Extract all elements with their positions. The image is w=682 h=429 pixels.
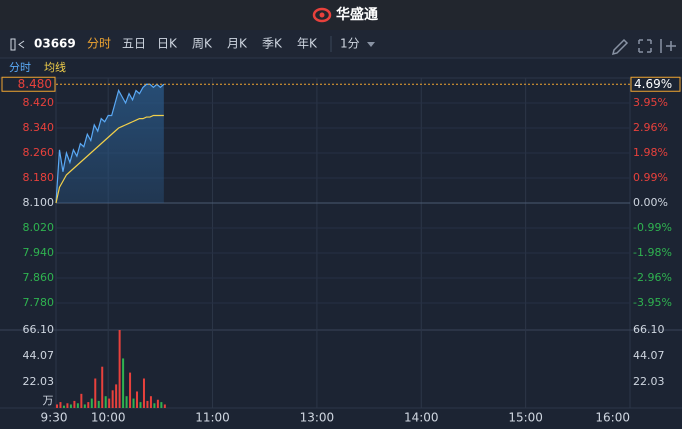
- y2-tick-label: 22.03: [633, 375, 665, 388]
- y2-tick-label: -1.98%: [633, 246, 672, 259]
- volume-bar: [104, 396, 107, 408]
- volume-bar: [97, 400, 100, 408]
- y-tick-label: 8.100: [23, 196, 55, 209]
- volume-bar: [69, 404, 72, 408]
- tab[interactable]: 周K: [192, 37, 213, 51]
- collapse-icon[interactable]: [10, 38, 25, 51]
- volume-bar: [83, 404, 86, 408]
- x-tick-label: 9:30: [41, 411, 68, 425]
- y2-tick-label: -2.96%: [633, 271, 672, 284]
- volume-bar: [163, 404, 166, 408]
- last-price-box: [1, 76, 56, 92]
- x-tick-label: 11:00: [195, 411, 230, 425]
- y-tick-label: 8.260: [23, 146, 55, 159]
- volume-bar: [111, 390, 114, 408]
- y2-tick-label: 0.00%: [633, 196, 668, 209]
- tab[interactable]: 月K: [227, 37, 248, 51]
- y2-tick-label: 1.98%: [633, 146, 668, 159]
- y-tick-label: 44.07: [23, 349, 55, 362]
- fullscreen-icon[interactable]: [638, 39, 652, 53]
- volume-bar: [66, 403, 69, 408]
- tab[interactable]: 分时: [87, 37, 111, 51]
- volume-bar: [56, 404, 58, 408]
- y2-tick-label: -3.95%: [633, 296, 672, 309]
- y2-tick-label: 2.96%: [633, 121, 668, 134]
- volume-bar: [94, 378, 97, 408]
- stock-code: 03669: [34, 37, 76, 51]
- y2-tick-label: 0.99%: [633, 171, 668, 184]
- volume-bar: [90, 398, 93, 408]
- volume-bar: [101, 366, 104, 408]
- x-tick-label: 10:00: [91, 411, 126, 425]
- y-tick-label: 66.10: [23, 323, 55, 336]
- unit-label: 万: [43, 394, 54, 407]
- last-change-box: [630, 76, 681, 92]
- y-tick-label: 8.180: [23, 171, 55, 184]
- volume-bar: [73, 400, 76, 408]
- series-line: [55, 83, 165, 204]
- volume-bar: [59, 402, 62, 408]
- volume-bar: [146, 400, 149, 408]
- legend-item[interactable]: 分时: [9, 61, 31, 74]
- volume-bar: [136, 391, 139, 408]
- legend-item[interactable]: 均线: [44, 60, 66, 74]
- volume-bar: [142, 378, 145, 408]
- volume-bar: [62, 405, 65, 408]
- volume-bar: [122, 358, 125, 408]
- x-tick-label: 13:00: [300, 411, 335, 425]
- y-tick-label: 8.340: [23, 121, 55, 134]
- draw-icon[interactable]: [611, 38, 629, 56]
- last-change-label: 4.69%: [634, 77, 672, 91]
- x-tick-label: 14:00: [404, 411, 439, 425]
- app-title: 华盛通: [336, 6, 378, 23]
- toolbar: [0, 30, 682, 58]
- volume-bar: [125, 396, 128, 408]
- volume-bar: [156, 399, 159, 408]
- y2-tick-label: -0.99%: [633, 221, 672, 234]
- y-tick-label: 8.420: [23, 96, 55, 109]
- y-tick-label: 7.780: [23, 296, 55, 309]
- tab[interactable]: 年K: [297, 37, 318, 51]
- tab[interactable]: 日K: [157, 37, 178, 51]
- interval-select[interactable]: 1分: [340, 37, 360, 51]
- volume-bar: [132, 398, 135, 408]
- y-tick-label: 22.03: [23, 375, 55, 388]
- x-tick-label: 15:00: [508, 411, 543, 425]
- volume-bar: [80, 393, 83, 408]
- dropdown-arrow[interactable]: [367, 42, 375, 47]
- volume-bar: [115, 384, 118, 408]
- y2-tick-label: 3.95%: [633, 96, 668, 109]
- volume-bar: [108, 398, 111, 408]
- volume-bar: [76, 403, 79, 408]
- volume-bar: [160, 402, 163, 408]
- settings-icon[interactable]: [660, 39, 676, 53]
- tab[interactable]: 五日: [122, 37, 146, 51]
- y2-tick-label: 66.10: [633, 323, 665, 336]
- last-price-label: 8.480: [18, 77, 52, 91]
- volume-bar: [149, 396, 152, 408]
- y-tick-label: 8.020: [23, 221, 55, 234]
- y-tick-label: 7.940: [23, 246, 55, 259]
- y2-tick-label: 44.07: [633, 349, 665, 362]
- title-bar: [0, 0, 682, 30]
- volume-bar: [129, 372, 132, 408]
- volume-bar: [139, 402, 142, 408]
- series-line: [55, 114, 164, 204]
- volume-bar: [118, 330, 121, 408]
- x-tick-label: 16:00: [595, 411, 630, 425]
- price-area: [56, 84, 164, 203]
- volume-bar: [153, 403, 156, 408]
- volume-bar: [87, 402, 90, 408]
- y-tick-label: 7.860: [23, 271, 55, 284]
- logo-icon: [312, 7, 332, 23]
- tab[interactable]: 季K: [262, 37, 283, 51]
